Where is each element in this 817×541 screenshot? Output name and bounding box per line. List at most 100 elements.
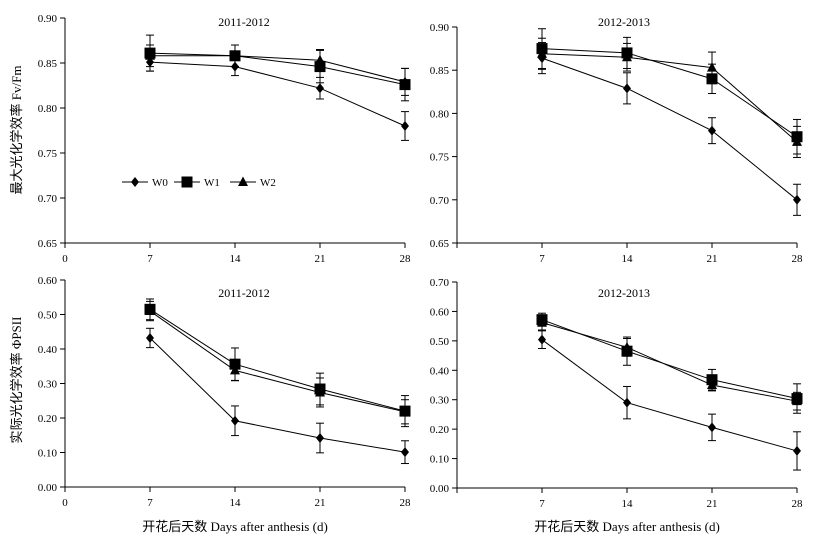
panel-title: 2011-2012 (218, 15, 270, 29)
x-tick-label: 7 (539, 253, 545, 265)
x-tick-label: 28 (400, 497, 412, 509)
y-tick-label: 0.30 (430, 395, 450, 407)
y-tick-label: 0.30 (38, 379, 58, 391)
x-tick-label: 7 (147, 253, 153, 265)
data-point-W2 (622, 341, 632, 352)
series-line-W1 (149, 52, 406, 86)
series-line-W0 (541, 339, 798, 452)
x-axis-label-right: 开花后天数 Days after anthesis (d) (534, 519, 720, 534)
panel-title: 2012-2013 (598, 286, 650, 300)
y-axis-label-bottom: 实际光化学效率 ΦPSII (9, 317, 24, 444)
panel-4: 0.00 0.10 0.20 0.30 0.40 0.50 0.60 0.70 7 14 21 28 2… (430, 277, 803, 510)
data-point-W0 (623, 397, 631, 408)
y-tick-label: 0.70 (430, 277, 450, 289)
data-point-W0 (146, 332, 154, 343)
data-point-W2 (707, 62, 717, 72)
data-point-W2 (537, 48, 547, 58)
series-line-W0 (149, 337, 406, 453)
y-tick-label: 0.10 (38, 448, 58, 460)
data-point-W2 (400, 76, 410, 86)
series-line-W2 (541, 53, 798, 143)
x-tick-label: 28 (400, 253, 412, 265)
series-W0 (146, 52, 409, 141)
y-axis-label-top: 最大光化学效率 Fv/Fm (9, 66, 24, 195)
x-tick-label: 28 (792, 253, 804, 265)
y-tick-label: 0.20 (430, 424, 450, 436)
series-W2 (145, 44, 410, 96)
panel-1: 0.65 0.70 0.75 0.80 0.85 0.90 0 7 14 21 28 2011-201… (38, 13, 411, 265)
series-W2 (145, 300, 410, 425)
data-point-W0 (708, 125, 716, 136)
y-tick-label: 0.50 (38, 310, 58, 322)
panel-2: 0.65 0.70 0.75 0.80 0.85 0.90 7 14 21 28 2012-2013 (430, 15, 803, 265)
data-point-W2 (230, 364, 240, 375)
panel-title: 2012-2013 (598, 15, 650, 29)
series-line-W1 (149, 308, 406, 412)
legend-label-W0: W0 (152, 177, 168, 189)
y-tick-label: 0.40 (38, 344, 58, 356)
data-point-W2 (792, 136, 802, 146)
legend-marker-W0 (131, 177, 139, 187)
legend-label-W2: W2 (260, 177, 276, 189)
series-W0 (146, 327, 409, 465)
x-tick-label: 0 (62, 253, 68, 265)
data-point-W0 (316, 83, 324, 94)
x-tick-label: 21 (707, 253, 718, 265)
y-tick-label: 0.75 (38, 148, 58, 160)
y-tick-label: 0.70 (430, 195, 450, 207)
x-axis-label-left: 开花后天数 Days after anthesis (d) (142, 519, 328, 534)
x-tick-label: 14 (622, 253, 634, 265)
y-tick-label: 0.80 (430, 108, 450, 120)
series-line-W0 (149, 61, 406, 127)
y-tick-label: 0.70 (38, 193, 58, 205)
series-line-W2 (150, 55, 406, 83)
data-point-W2 (315, 54, 325, 65)
y-tick-label: 0.00 (430, 483, 450, 495)
y-tick-label: 0.85 (430, 65, 450, 77)
data-point-W0 (708, 422, 716, 433)
legend-label-W1: W1 (204, 177, 220, 189)
series-W1 (536, 28, 803, 155)
x-tick-label: 14 (230, 253, 242, 265)
data-point-W0 (623, 83, 631, 94)
y-tick-label: 0.65 (430, 238, 450, 250)
y-tick-label: 0.60 (38, 275, 58, 287)
panel-title: 2011-2012 (218, 286, 270, 300)
y-tick-label: 0.20 (38, 413, 58, 425)
data-point-W0 (538, 334, 546, 345)
data-point-W0 (793, 445, 801, 456)
y-tick-label: 0.90 (38, 13, 58, 25)
data-point-W2 (145, 50, 155, 60)
series-line-W0 (541, 57, 798, 201)
x-tick-label: 7 (539, 498, 545, 510)
legend: W0 W1 W2 (122, 176, 276, 189)
y-tick-label: 0.10 (430, 454, 450, 466)
legend-marker-W1 (181, 176, 193, 188)
x-tick-label: 0 (62, 497, 68, 509)
y-tick-label: 0.60 (430, 306, 450, 318)
data-point-W0 (231, 415, 239, 426)
x-tick-label: 21 (315, 497, 326, 509)
series-line-W1 (541, 48, 798, 138)
y-tick-label: 0.50 (430, 336, 450, 348)
data-point-W2 (792, 395, 802, 406)
series-line-W1 (541, 319, 798, 400)
data-point-W0 (401, 447, 409, 458)
data-point-W0 (793, 194, 801, 205)
data-point-W2 (400, 406, 410, 416)
x-tick-label: 21 (707, 498, 718, 510)
data-point-W2 (145, 305, 155, 316)
series-W0 (538, 42, 801, 216)
data-point-W0 (316, 433, 324, 444)
y-tick-label: 0.40 (430, 365, 450, 377)
x-tick-label: 14 (622, 498, 634, 510)
series-W2 (537, 37, 802, 158)
x-tick-label: 14 (230, 497, 242, 509)
series-W1 (144, 298, 411, 428)
x-tick-label: 21 (315, 253, 326, 265)
series-W1 (144, 34, 411, 102)
series-line-W2 (541, 322, 798, 402)
data-point-W0 (401, 121, 409, 131)
series-W2 (537, 314, 802, 411)
